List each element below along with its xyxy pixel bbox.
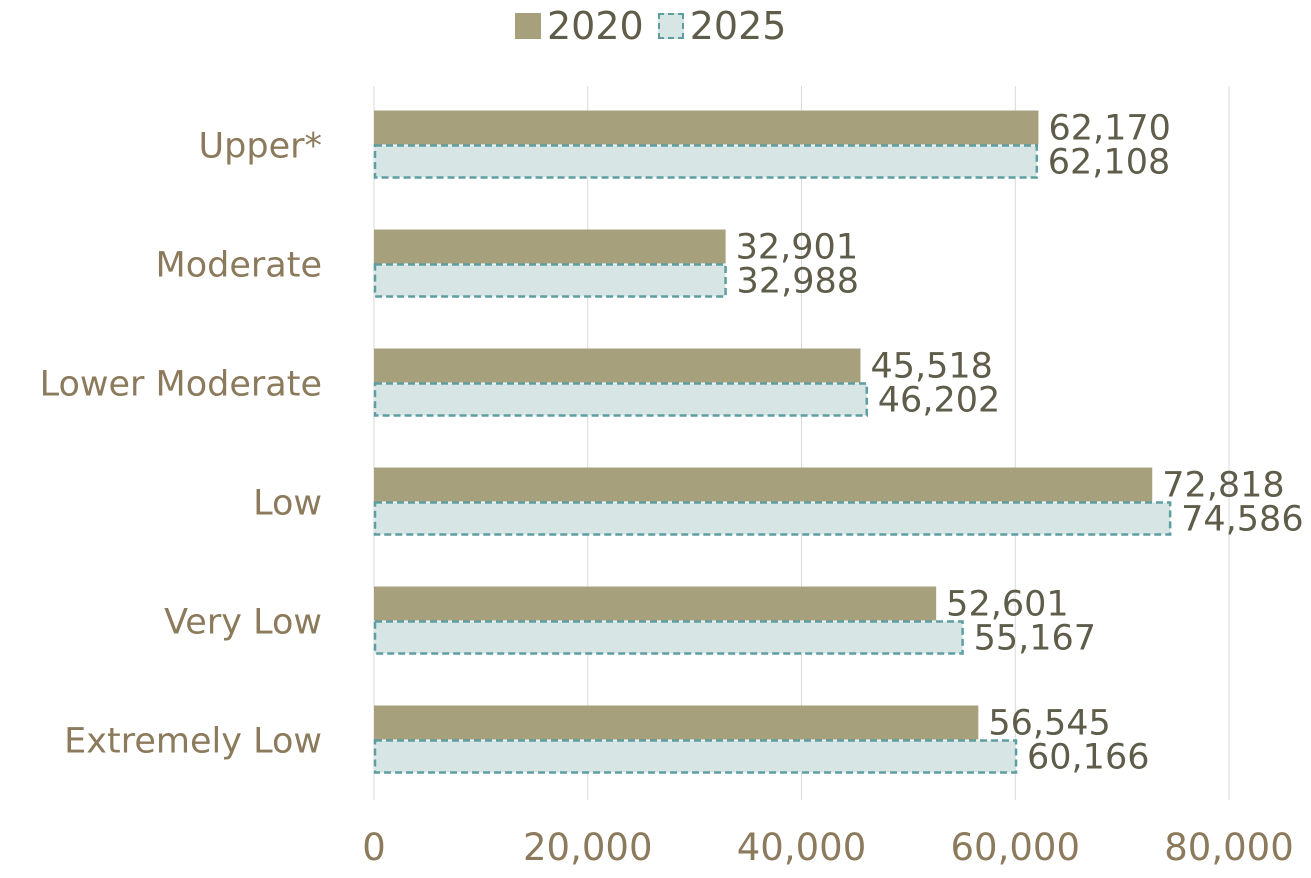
legend-label-2020: 2020 [547,4,644,48]
bar-2025 [373,739,1018,774]
data-label: 72,818 [1162,466,1284,506]
bar-2025 [373,263,727,298]
legend-label-2025: 2025 [689,4,787,48]
category-label: Very Low [164,603,322,643]
category-label: Extremely Low [64,722,322,762]
x-tick-label: 60,000 [951,826,1080,869]
data-label: 62,108 [1048,143,1170,183]
bar-2025 [373,144,1039,179]
legend: 2020 2025 [515,4,786,48]
data-label: 32,901 [736,228,858,268]
category-label: Low [253,484,322,524]
bar-2020 [374,467,1153,502]
bar-2020 [374,110,1039,145]
data-label: 55,167 [974,619,1096,659]
legend-swatch-2020 [515,13,541,39]
legend-item-2025: 2025 [657,4,787,48]
x-tick-label: 20,000 [523,826,652,869]
bar-2020 [374,705,979,740]
x-tick-label: 40,000 [737,826,866,869]
bar-2020 [374,348,861,383]
data-label: 62,170 [1048,109,1170,149]
bar-2025 [373,382,869,417]
bar-2025 [373,501,1172,536]
data-label: 56,545 [988,704,1110,744]
category-label: Moderate [156,246,322,286]
data-label: 52,601 [946,585,1068,625]
data-label: 32,988 [737,262,859,302]
legend-item-2020: 2020 [515,4,644,48]
bar-2020 [374,229,726,264]
category-label: Upper* [199,127,322,167]
x-tick-label: 0 [362,826,386,869]
bar-2020 [374,586,937,621]
legend-swatch-2025 [657,13,684,39]
data-label: 46,202 [878,381,1000,421]
bar-2025 [373,620,964,655]
data-label: 74,586 [1181,500,1303,540]
data-label: 60,166 [1027,738,1149,778]
data-label: 45,518 [870,347,992,387]
x-tick-label: 80,000 [1164,826,1293,869]
category-label: Lower Moderate [40,365,322,405]
